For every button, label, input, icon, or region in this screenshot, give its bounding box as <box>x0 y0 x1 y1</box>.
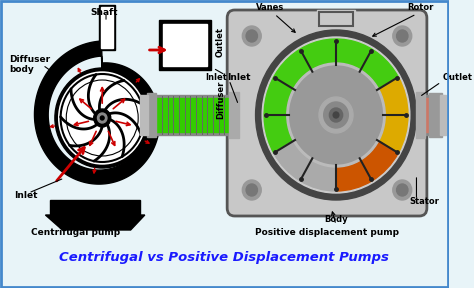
Circle shape <box>55 68 150 168</box>
Wedge shape <box>273 115 336 191</box>
Text: Outlet: Outlet <box>216 27 225 57</box>
Circle shape <box>319 97 353 133</box>
Bar <box>429 93 442 137</box>
Circle shape <box>290 66 383 164</box>
Bar <box>421 98 433 132</box>
Wedge shape <box>336 115 398 191</box>
Circle shape <box>94 109 111 127</box>
Circle shape <box>393 26 412 46</box>
Text: Vanes: Vanes <box>255 3 284 12</box>
Text: Rotor: Rotor <box>407 3 433 12</box>
Circle shape <box>98 113 107 123</box>
Text: Shaft: Shaft <box>91 8 118 17</box>
Text: Centrifugal vs Positive Displacement Pumps: Centrifugal vs Positive Displacement Pum… <box>59 251 389 264</box>
Wedge shape <box>336 77 408 153</box>
Text: Stator: Stator <box>409 198 439 206</box>
Bar <box>319 12 353 26</box>
Bar <box>100 5 115 50</box>
Bar <box>147 93 156 137</box>
Circle shape <box>246 184 257 196</box>
Text: Inlet: Inlet <box>227 73 251 82</box>
Circle shape <box>329 108 343 122</box>
Circle shape <box>262 37 410 193</box>
Circle shape <box>397 184 408 196</box>
Circle shape <box>59 72 146 164</box>
Text: Inlet: Inlet <box>205 73 227 82</box>
Circle shape <box>324 102 348 128</box>
Circle shape <box>255 30 417 200</box>
Bar <box>229 92 238 138</box>
Bar <box>101 7 113 48</box>
Circle shape <box>100 116 104 120</box>
Bar <box>163 24 207 66</box>
Polygon shape <box>35 41 160 184</box>
Circle shape <box>287 63 385 167</box>
Polygon shape <box>46 215 145 230</box>
Polygon shape <box>50 200 140 215</box>
Text: Outlet: Outlet <box>443 73 473 82</box>
Text: Diffuser
body: Diffuser body <box>9 55 51 74</box>
Bar <box>416 92 425 138</box>
Bar <box>440 95 446 135</box>
Circle shape <box>333 112 339 118</box>
Bar <box>419 95 440 135</box>
Circle shape <box>242 26 261 46</box>
Circle shape <box>242 180 261 200</box>
Circle shape <box>393 180 412 200</box>
Bar <box>152 95 235 135</box>
Bar <box>317 10 355 26</box>
Circle shape <box>397 30 408 42</box>
Text: Inlet: Inlet <box>14 190 38 200</box>
Bar <box>140 95 148 135</box>
Wedge shape <box>264 39 398 153</box>
FancyBboxPatch shape <box>227 10 427 216</box>
Text: Centrifugal pump: Centrifugal pump <box>31 228 120 237</box>
Bar <box>153 98 235 132</box>
Bar <box>159 20 211 70</box>
Circle shape <box>246 30 257 42</box>
Text: Positive displacement pump: Positive displacement pump <box>255 228 399 237</box>
Text: Body: Body <box>324 215 348 224</box>
Text: Diffuser: Diffuser <box>216 81 225 119</box>
